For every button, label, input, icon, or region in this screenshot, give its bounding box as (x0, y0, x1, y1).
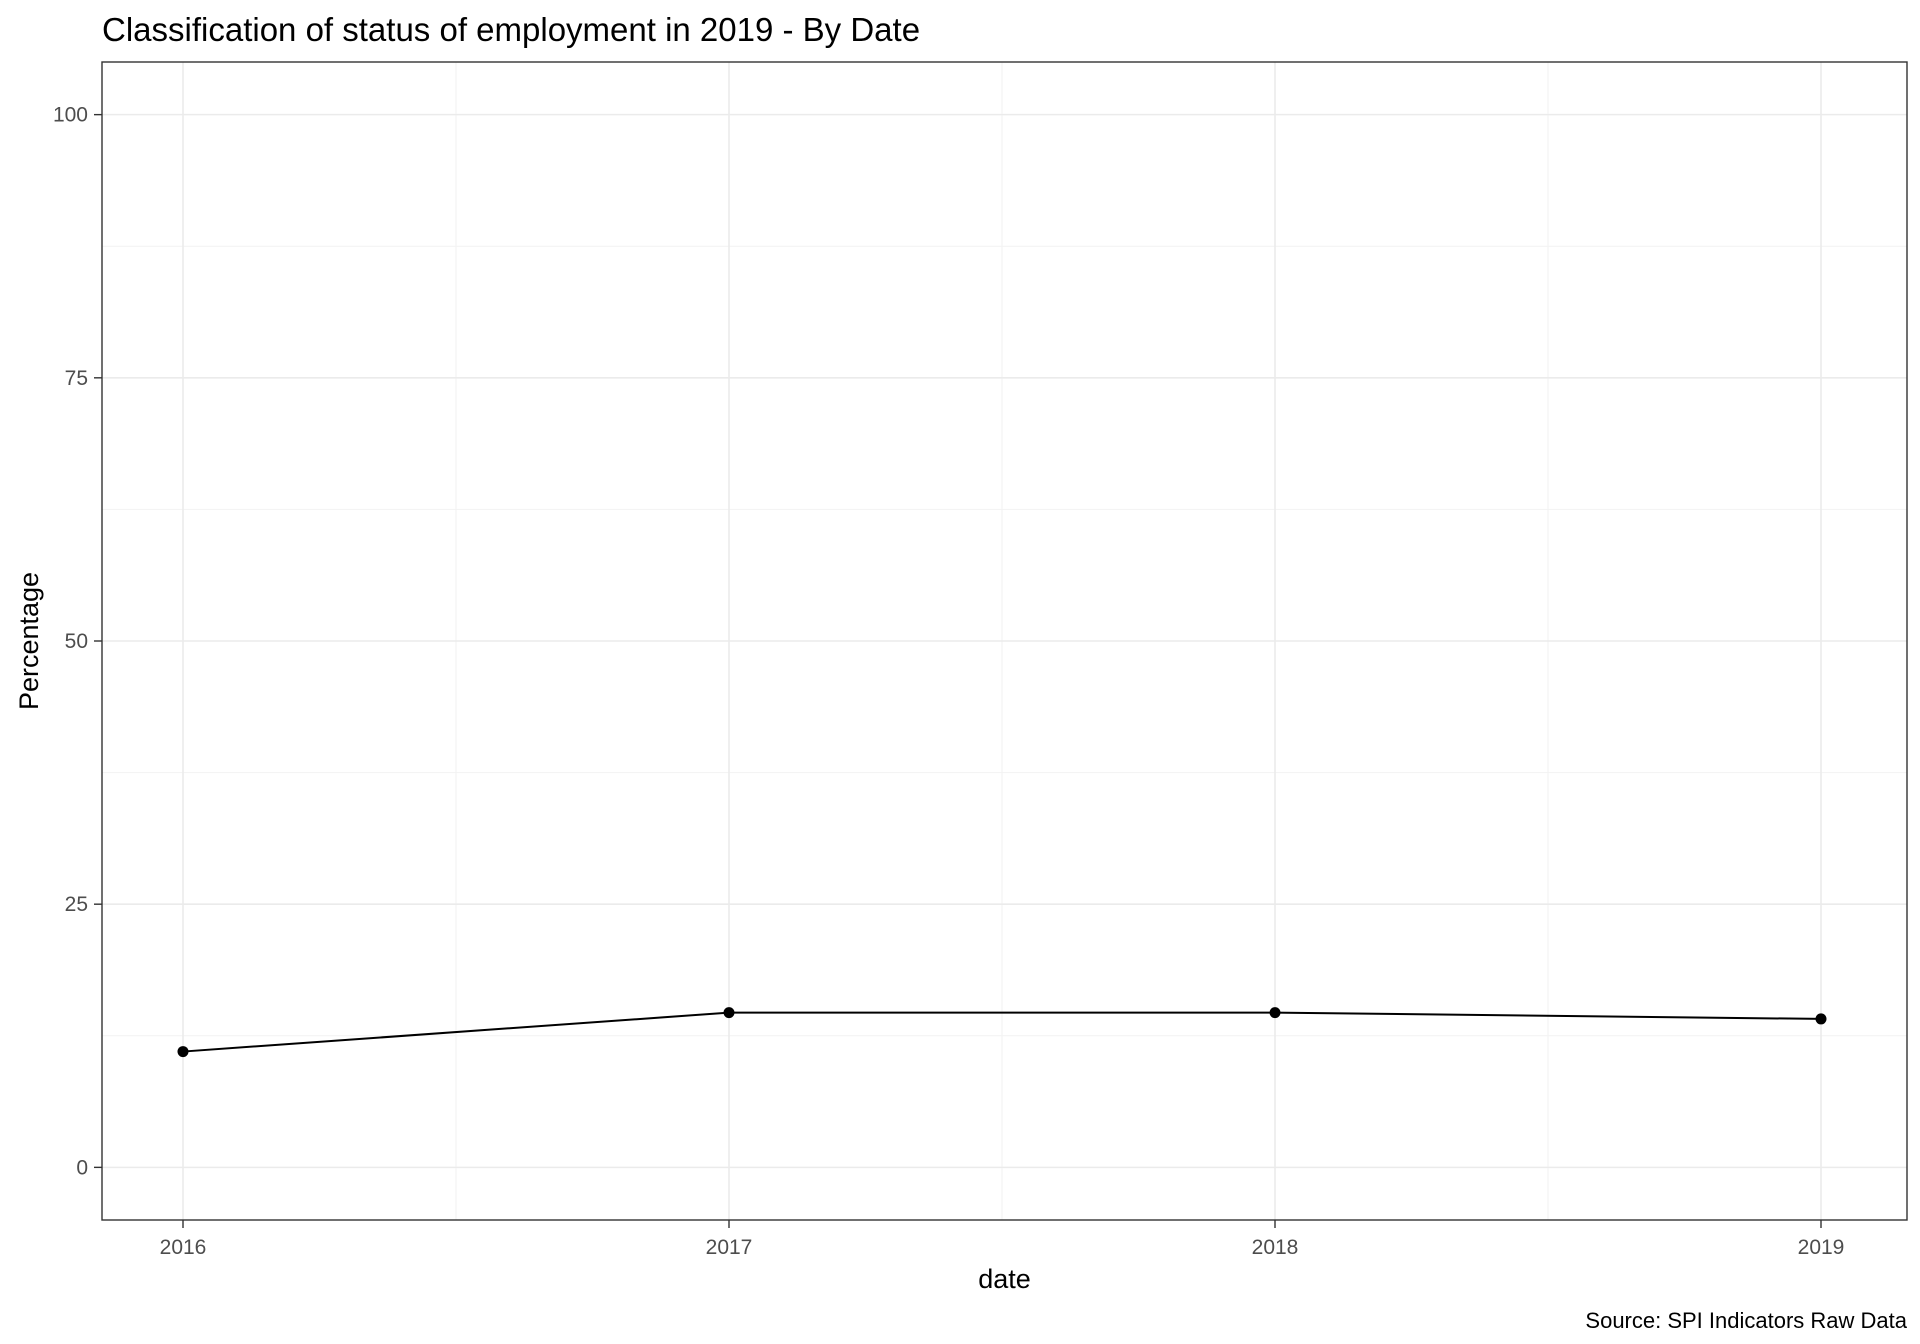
y-tick-label: 25 (65, 893, 88, 916)
y-axis-title: Percentage (14, 572, 44, 710)
chart-caption: Source: SPI Indicators Raw Data (1585, 1308, 1907, 1333)
data-point-2019 (1815, 1013, 1827, 1025)
data-point-2018 (1269, 1007, 1281, 1019)
y-tick-label: 0 (76, 1156, 88, 1179)
data-point-2016 (177, 1046, 189, 1058)
y-tick-label: 50 (65, 630, 88, 653)
x-tick-label: 2018 (1252, 1236, 1299, 1259)
x-axis: 2016 2017 2018 2019 (160, 1220, 1845, 1259)
x-axis-title: date (978, 1264, 1031, 1294)
data-point-2017 (723, 1007, 735, 1019)
x-tick-label: 2019 (1798, 1236, 1845, 1259)
y-tick-label: 100 (53, 104, 88, 127)
y-tick-label: 75 (65, 367, 88, 390)
series-layer (177, 1007, 1827, 1058)
series-line (182, 1011, 1822, 1053)
grid-lines (102, 62, 1907, 1220)
x-tick-label: 2016 (160, 1236, 207, 1259)
y-axis: 0 25 50 75 100 (53, 104, 102, 1179)
x-tick-label: 2017 (706, 1236, 753, 1259)
chart-title: Classification of status of employment i… (102, 11, 920, 48)
